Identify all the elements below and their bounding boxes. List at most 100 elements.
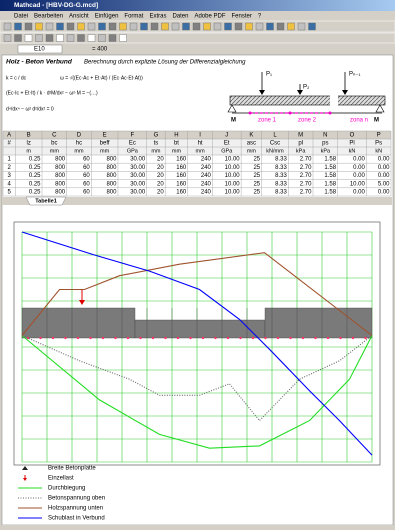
- cell[interactable]: 30.00: [130, 157, 146, 163]
- toolbar-button[interactable]: [66, 22, 75, 31]
- menu-item[interactable]: Ansicht: [69, 14, 89, 20]
- cell[interactable]: 2.70: [300, 165, 312, 171]
- cell[interactable]: 8.33: [275, 165, 287, 171]
- cell[interactable]: 8.33: [275, 181, 287, 187]
- toolbar-button[interactable]: [108, 34, 117, 42]
- cell[interactable]: 160: [176, 181, 187, 187]
- cell[interactable]: 5.00: [378, 181, 390, 187]
- cell[interactable]: 30.00: [130, 165, 146, 171]
- cell[interactable]: 3: [7, 173, 11, 179]
- toolbar-button[interactable]: [35, 34, 43, 42]
- cell[interactable]: 160: [176, 157, 187, 163]
- toolbar-button[interactable]: [108, 22, 117, 31]
- cell[interactable]: 1.58: [324, 157, 336, 163]
- toolbar-button[interactable]: [56, 34, 64, 42]
- cell[interactable]: 240: [201, 181, 212, 187]
- cell[interactable]: 0.25: [29, 165, 41, 171]
- cell[interactable]: 0.00: [353, 173, 365, 179]
- toolbar-button[interactable]: [45, 22, 54, 31]
- cell[interactable]: 1.58: [324, 189, 336, 195]
- cell[interactable]: 0.25: [29, 181, 41, 187]
- cell[interactable]: 30.00: [130, 189, 146, 195]
- toolbar-button[interactable]: [161, 22, 169, 31]
- cell[interactable]: 800: [55, 165, 66, 171]
- toolbar-button[interactable]: [213, 22, 222, 31]
- cell[interactable]: 20: [157, 157, 164, 163]
- menu-item[interactable]: Daten: [172, 14, 188, 20]
- cell[interactable]: 0.25: [29, 157, 41, 163]
- cell[interactable]: 8.33: [275, 173, 287, 179]
- cell[interactable]: 10.00: [225, 165, 241, 171]
- cell[interactable]: 160: [176, 165, 187, 171]
- toolbar-button[interactable]: [24, 22, 33, 31]
- cell[interactable]: 60: [83, 181, 90, 187]
- toolbar-button[interactable]: [3, 34, 12, 42]
- menu-item[interactable]: Format: [124, 14, 143, 20]
- cell[interactable]: 240: [201, 165, 212, 171]
- menu-item[interactable]: Datei: [14, 14, 28, 20]
- cell[interactable]: 0.25: [29, 173, 41, 179]
- cell[interactable]: 1.58: [324, 181, 336, 187]
- cell[interactable]: 0.00: [378, 173, 390, 179]
- cell[interactable]: 1.58: [324, 173, 336, 179]
- cell[interactable]: 800: [55, 189, 66, 195]
- cell[interactable]: 0.00: [353, 165, 365, 171]
- toolbar-button[interactable]: [287, 22, 295, 31]
- cell[interactable]: 60: [83, 165, 90, 171]
- cell[interactable]: 0.00: [353, 157, 365, 163]
- cell[interactable]: 4: [7, 181, 11, 187]
- cell[interactable]: 0.00: [378, 165, 390, 171]
- cell[interactable]: 800: [106, 173, 117, 179]
- toolbar-button[interactable]: [98, 22, 106, 31]
- cell[interactable]: 240: [201, 189, 212, 195]
- toolbar-button[interactable]: [297, 22, 306, 31]
- toolbar-button[interactable]: [87, 34, 96, 42]
- cell[interactable]: 60: [83, 157, 90, 163]
- cell[interactable]: 25: [253, 189, 260, 195]
- cell[interactable]: 160: [176, 173, 187, 179]
- cell[interactable]: 5: [7, 189, 11, 195]
- cell[interactable]: 30.00: [130, 181, 146, 187]
- cell[interactable]: 60: [83, 189, 90, 195]
- cell[interactable]: 240: [201, 157, 212, 163]
- toolbar-button[interactable]: [3, 22, 12, 31]
- menu-item[interactable]: Einfügen: [95, 14, 119, 20]
- menu-item[interactable]: ?: [258, 14, 262, 20]
- cell[interactable]: 800: [106, 157, 117, 163]
- cell[interactable]: 20: [157, 165, 164, 171]
- cell[interactable]: 10.00: [225, 181, 241, 187]
- cell-box[interactable]: [17, 44, 63, 54]
- toolbar-button[interactable]: [224, 22, 232, 31]
- cell[interactable]: 800: [55, 181, 66, 187]
- toolbar-button[interactable]: [77, 34, 85, 42]
- toolbar-button[interactable]: [119, 34, 127, 42]
- toolbar-button[interactable]: [35, 22, 43, 31]
- cell[interactable]: 8.33: [275, 189, 287, 195]
- cell[interactable]: 20: [157, 181, 164, 187]
- menu-item[interactable]: Bearbeiten: [34, 14, 63, 20]
- cell[interactable]: 20: [157, 189, 164, 195]
- toolbar-button[interactable]: [140, 22, 148, 31]
- toolbar-button[interactable]: [77, 22, 85, 31]
- cell[interactable]: 30.00: [130, 173, 146, 179]
- cell[interactable]: 0.00: [353, 189, 365, 195]
- cell[interactable]: 10.00: [225, 189, 241, 195]
- toolbar-button[interactable]: [182, 22, 190, 31]
- toolbar-button[interactable]: [129, 22, 138, 31]
- toolbar-button[interactable]: [66, 34, 75, 42]
- cell[interactable]: 0.00: [378, 157, 390, 163]
- toolbar-button[interactable]: [56, 22, 64, 31]
- toolbar-button[interactable]: [203, 22, 211, 31]
- cell[interactable]: 60: [83, 173, 90, 179]
- toolbar-button[interactable]: [245, 22, 253, 31]
- cell[interactable]: 2: [7, 165, 11, 171]
- cell[interactable]: 25: [253, 181, 260, 187]
- cell[interactable]: 2.70: [300, 181, 312, 187]
- cell[interactable]: 1.58: [324, 165, 336, 171]
- cell[interactable]: 20: [157, 173, 164, 179]
- cell[interactable]: 1: [7, 157, 11, 163]
- toolbar-button[interactable]: [87, 22, 96, 31]
- cell[interactable]: 8.33: [275, 157, 287, 163]
- cell[interactable]: 2.70: [300, 173, 312, 179]
- cell[interactable]: 0.00: [378, 189, 390, 195]
